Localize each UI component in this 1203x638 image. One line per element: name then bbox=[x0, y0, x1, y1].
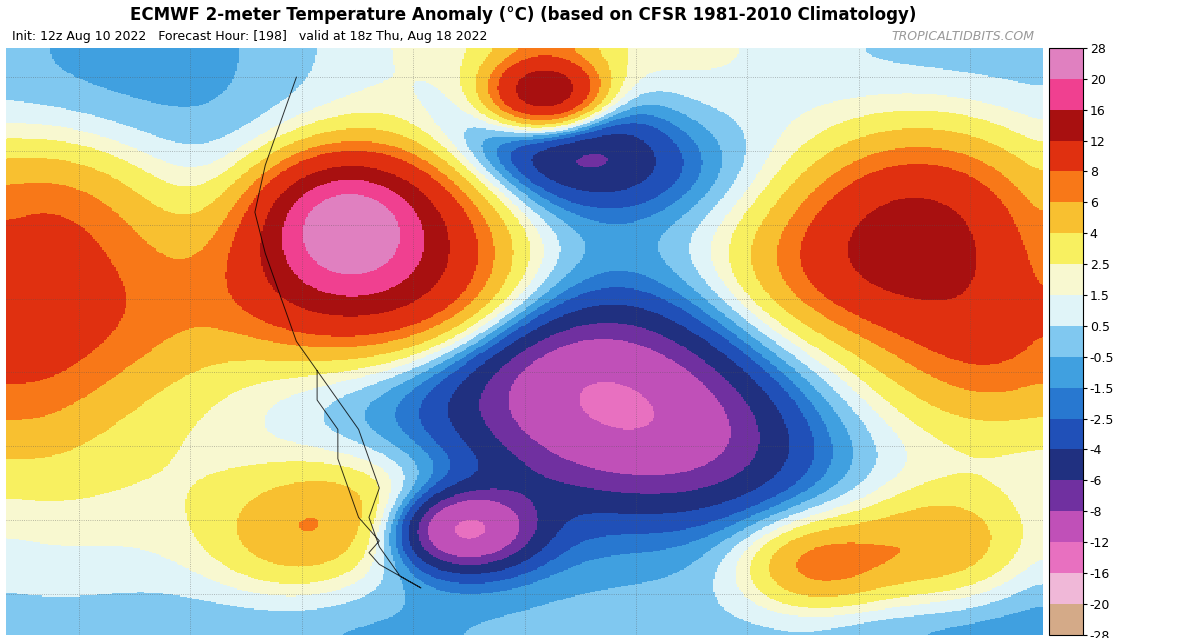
Text: Init: 12z Aug 10 2022   Forecast Hour: [198]   valid at 18z Thu, Aug 18 2022: Init: 12z Aug 10 2022 Forecast Hour: [19… bbox=[12, 30, 487, 43]
Text: ECMWF 2-meter Temperature Anomaly (°C) (based on CFSR 1981-2010 Climatology): ECMWF 2-meter Temperature Anomaly (°C) (… bbox=[130, 6, 917, 24]
Text: TROPICALTIDBITS.COM: TROPICALTIDBITS.COM bbox=[891, 30, 1035, 43]
